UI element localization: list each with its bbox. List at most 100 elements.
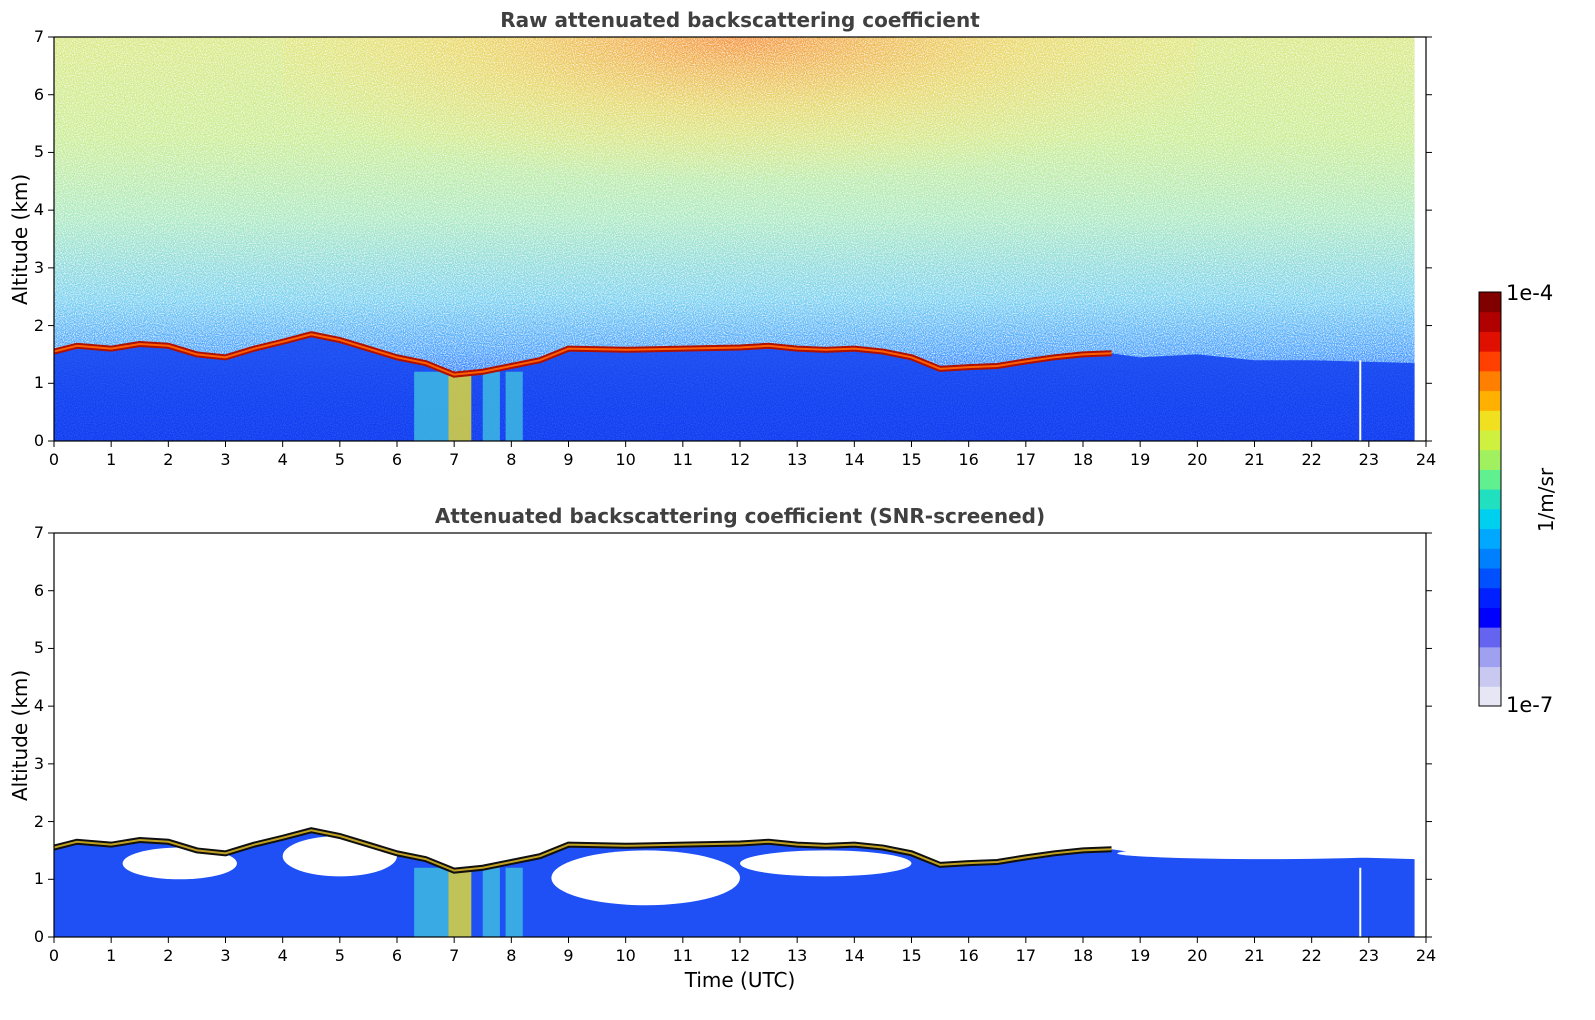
heatmap-body <box>54 827 1415 937</box>
x-tick-label: 3 <box>220 450 231 469</box>
colorbar-min-label: 1e-7 <box>1506 693 1554 717</box>
x-tick-label: 9 <box>563 946 574 965</box>
y-tick-label: 7 <box>33 27 44 46</box>
x-tick-label: 10 <box>615 946 636 965</box>
plume-column <box>482 371 500 441</box>
colorbar-segment <box>1479 351 1501 372</box>
x-tick-label: 24 <box>1415 946 1437 965</box>
panel2-title: Attenuated backscattering coefficient (S… <box>434 504 1046 528</box>
x-tick-label: 0 <box>48 946 60 965</box>
colorbar-segment <box>1479 390 1501 411</box>
x-tick-label: 6 <box>391 946 403 965</box>
y-tick-label: 0 <box>33 927 44 946</box>
colorbar-segment <box>1479 627 1501 648</box>
x-tick-label: 3 <box>220 946 231 965</box>
y-tick-label: 0 <box>33 431 44 450</box>
x-tick-label: 19 <box>1129 946 1151 965</box>
plume-column <box>414 371 449 441</box>
x-tick-label: 18 <box>1072 450 1094 469</box>
x-tick-label: 22 <box>1301 450 1322 469</box>
colorbar-segment <box>1479 508 1501 530</box>
x-tick-label: 7 <box>449 450 460 469</box>
plume-column <box>482 867 500 937</box>
x-tick-label: 24 <box>1415 450 1437 469</box>
x-tick-label: 23 <box>1358 450 1379 469</box>
x-tick-label: 23 <box>1358 946 1379 965</box>
x-tick-label: 20 <box>1187 946 1208 965</box>
x-tick-label: 1 <box>106 946 117 965</box>
x-tick-label: 15 <box>901 946 922 965</box>
x-tick-label: 14 <box>844 946 865 965</box>
x-tick-label: 17 <box>1015 946 1036 965</box>
x-tick-label: 5 <box>334 450 345 469</box>
x-tick-label: 8 <box>506 946 517 965</box>
plume-column <box>448 371 472 441</box>
layer-top-highlight <box>54 333 1112 376</box>
y-tick-label: 2 <box>33 315 44 335</box>
colorbar-segment <box>1479 489 1501 510</box>
x-tick-label: 2 <box>163 450 174 469</box>
plume-column <box>414 867 449 937</box>
screened-gap <box>1117 847 1415 860</box>
x-tick-label: 2 <box>163 946 174 965</box>
screened-gap <box>551 850 740 906</box>
colorbar <box>1478 291 1502 707</box>
boundary-layer-fill <box>54 334 1415 441</box>
x-tick-label: 14 <box>844 450 865 469</box>
x-tick-label: 9 <box>563 450 574 469</box>
colorbar-unit-label: 1/m/sr <box>1534 467 1558 533</box>
colorbar-segment <box>1479 528 1501 549</box>
x-tick-label: 15 <box>901 450 922 469</box>
x-tick-label: 13 <box>786 450 808 469</box>
panel-snr-screened <box>48 532 1432 943</box>
colorbar-segment <box>1479 686 1501 707</box>
plume-column <box>448 867 472 937</box>
x-tick-label: 16 <box>958 450 979 469</box>
x-tick-label: 8 <box>506 450 517 469</box>
screened-gap <box>122 847 237 880</box>
x-tick-label: 12 <box>729 450 751 469</box>
y-tick-label: 6 <box>33 84 44 104</box>
colorbar-segment <box>1479 370 1501 392</box>
y-tick-label: 7 <box>33 523 44 542</box>
screened-gap <box>740 850 912 877</box>
screened-gap <box>282 836 398 877</box>
colorbar-segment <box>1479 607 1501 628</box>
x-tick-label: 4 <box>277 450 288 469</box>
y-tick-label: 2 <box>33 811 44 831</box>
x-tick-label: 10 <box>615 450 636 469</box>
x-tick-label: 21 <box>1244 946 1265 965</box>
colorbar-max-label: 1e-4 <box>1506 281 1554 305</box>
x-tick-label: 12 <box>729 946 751 965</box>
colorbar-segment <box>1479 568 1501 589</box>
colorbar-segment <box>1479 469 1501 490</box>
colorbar-segment <box>1479 646 1501 668</box>
x-tick-label: 21 <box>1244 450 1265 469</box>
colorbar-segment <box>1479 410 1501 431</box>
colorbar-segment <box>1479 666 1501 687</box>
x-tick-label: 16 <box>958 946 979 965</box>
plume-column <box>505 867 523 937</box>
x-tick-label: 13 <box>786 946 808 965</box>
y-tick-label: 1 <box>33 869 44 889</box>
x-tick-label: 11 <box>672 450 693 469</box>
panel2-xlabel: Time (UTC) <box>684 968 796 992</box>
x-tick-label: 1 <box>106 450 117 469</box>
x-tick-label: 6 <box>391 450 403 469</box>
y-tick-label: 4 <box>33 200 44 220</box>
x-tick-label: 17 <box>1015 450 1036 469</box>
y-tick-label: 5 <box>33 638 44 658</box>
colorbar-segment <box>1479 430 1501 451</box>
y-tick-label: 3 <box>33 753 44 773</box>
x-tick-label: 20 <box>1187 450 1208 469</box>
colorbar-segment <box>1479 587 1501 608</box>
x-tick-label: 7 <box>449 946 460 965</box>
colorbar-segment <box>1479 311 1501 332</box>
plume-column <box>505 371 523 441</box>
y-tick-label: 5 <box>33 142 44 162</box>
panel2-ylabel: Altitude (km) <box>8 669 32 801</box>
x-tick-label: 19 <box>1129 450 1151 469</box>
x-tick-label: 0 <box>48 450 60 469</box>
y-tick-label: 6 <box>33 580 44 600</box>
